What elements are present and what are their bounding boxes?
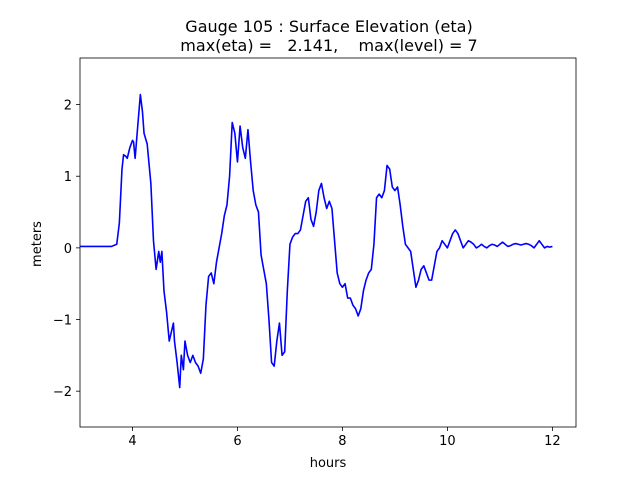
x-tick-label: 10 — [439, 434, 456, 449]
x-tick-label: 12 — [544, 434, 561, 449]
plot-frame — [79, 57, 577, 428]
y-tick-label: −2 — [53, 385, 72, 400]
x-tick-label: 4 — [128, 434, 136, 449]
y-tick-label: 1 — [64, 170, 72, 185]
x-tick-label: 8 — [338, 434, 346, 449]
series-line-0 — [80, 93, 553, 389]
y-axis-label: meters — [30, 221, 45, 267]
y-tick-label: 0 — [64, 242, 72, 257]
chart-subtitle: max(eta) = 2.141, max(level) = 7 — [180, 36, 477, 55]
x-tick-label: 6 — [233, 434, 241, 449]
x-axis-label: hours — [310, 456, 347, 471]
chart-title: Gauge 105 : Surface Elevation (eta) — [185, 17, 472, 36]
y-tick-label: 2 — [64, 99, 72, 114]
y-tick-label: −1 — [53, 314, 72, 329]
